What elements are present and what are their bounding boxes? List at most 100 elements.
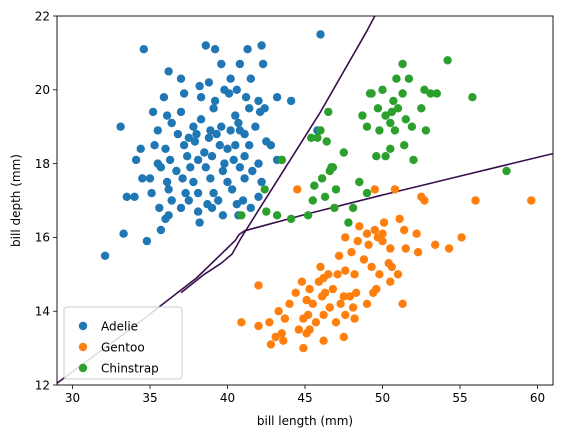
adelie-point [220,159,229,168]
adelie-point [122,192,131,201]
adelie-point [245,104,254,113]
chinstrap-point [400,141,409,150]
adelie-point [226,74,235,83]
gentoo-point [305,325,314,334]
adelie-point [231,141,240,150]
chinstrap-point [409,155,418,165]
adelie-point [189,122,198,131]
gentoo-point [316,262,325,272]
adelie-point [192,129,201,139]
y-tick-label: 16 [35,231,50,245]
adelie-point [145,174,155,183]
gentoo-point [393,270,403,279]
gentoo-point [431,240,440,249]
adelie-point [201,163,210,172]
decision-boundary-1 [57,152,553,384]
adelie-point [231,111,240,120]
gentoo-point [339,332,348,342]
adelie-point [193,155,203,165]
gentoo-point [302,295,311,305]
chinstrap-point [307,133,316,142]
adelie-point [235,163,245,172]
adelie-point [150,141,159,150]
adelie-point [164,185,173,194]
adelie-point [116,122,125,131]
chinstrap-point [367,89,376,98]
gentoo-point [291,288,300,297]
adelie-point [223,177,232,187]
chinstrap-point [327,163,336,172]
adelie-point [240,129,249,139]
gentoo-point [362,229,372,238]
adelie-point [136,144,145,153]
y-tick-label: 18 [35,157,50,171]
adelie-point [131,155,141,165]
x-tick-label: 40 [220,391,235,405]
adelie-point [161,214,170,224]
gentoo-point [412,229,421,238]
chinstrap-point [262,207,271,216]
adelie-point [218,166,228,176]
gentoo-point [294,325,303,334]
adelie-point [179,89,189,98]
legend-label-adelie: Adelie [101,319,138,333]
adelie-point [210,96,220,106]
chinstrap-point [308,196,317,205]
adelie-point [246,203,255,213]
chinstrap-point [344,218,353,227]
gentoo-point [386,244,395,253]
x-axis-label: bill length (mm) [257,414,353,428]
gentoo-point [345,292,355,301]
chinstrap-point [421,126,431,135]
gentoo-point [351,288,361,297]
gentoo-point [378,229,387,238]
adelie-point [100,251,110,260]
gentoo-point [285,299,294,308]
chinstrap-point [393,104,403,113]
gentoo-point [333,270,342,279]
chinstrap-point [386,118,395,128]
adelie-point [224,89,234,98]
gentoo-point [390,185,400,194]
adelie-point [176,203,186,213]
gentoo-point [350,314,359,323]
adelie-point [214,196,223,205]
gentoo-point [375,270,384,279]
chinstrap-point [303,211,313,220]
gentoo-point [280,314,290,323]
adelie-point [238,196,248,205]
chinstrap-point [443,56,452,65]
legend-marker-gentoo [78,342,88,352]
chinstrap-point [426,89,435,98]
adelie-point [240,174,249,183]
chinstrap-point [322,137,331,146]
chinstrap-point [398,89,407,98]
adelie-point [156,225,166,235]
adelie-point [206,174,215,183]
y-axis-ticks: 12 14 16 18 20 22 [35,9,57,392]
adelie-point [223,144,232,153]
adelie-point [232,200,241,209]
adelie-point [153,126,162,135]
adelie-point [147,188,156,198]
gentoo-point [369,288,378,297]
gentoo-point [328,284,338,294]
gentoo-point [254,281,263,290]
gentoo-point [370,185,379,194]
chinstrap-point [378,85,387,95]
adelie-point [176,107,186,117]
gentoo-point [277,329,286,338]
gentoo-point [299,314,308,323]
chinstrap-point [432,89,441,98]
gentoo-point [341,266,350,275]
y-tick-label: 14 [35,305,50,319]
gentoo-point [379,218,389,227]
adelie-point [207,203,217,213]
adelie-point [232,85,241,95]
chinstrap-point [237,211,246,220]
adelie-point [176,74,186,83]
gentoo-point [319,310,328,320]
gentoo-point [413,248,423,257]
gentoo-point [265,318,274,327]
adelie-point [184,196,193,205]
